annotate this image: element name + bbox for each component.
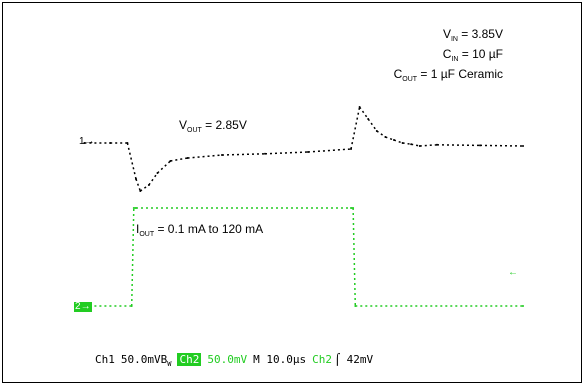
timebase: M 10.0µs <box>253 353 307 366</box>
ch1-trace-segment <box>402 142 412 145</box>
ch1-sample-point <box>221 154 223 156</box>
ch1-sample-point <box>401 142 404 144</box>
ch1-sample-point <box>83 142 86 144</box>
ch1-trace-segment <box>479 144 524 147</box>
ch1-sample-point <box>375 130 378 132</box>
ch1-trace-segment <box>126 142 137 180</box>
scope-status-bar: Ch1 50.0mVBW Ch2 50.0mV M 10.0µs Ch2 ⌠ 42mV <box>95 353 379 368</box>
ch1-trace-segment <box>170 157 188 162</box>
ch2-trace-group <box>83 207 524 307</box>
ch1-trace-segment <box>367 118 378 132</box>
ch2-sample-point <box>132 207 135 209</box>
ch2-sample-point <box>350 207 352 209</box>
ch1-trace-segment <box>139 184 150 192</box>
ch1-sample-point <box>139 190 142 192</box>
ch1-sample-point <box>307 151 309 153</box>
ch2-sample-point <box>354 305 357 307</box>
ch2-trace-segment <box>352 207 357 307</box>
ch1-trace-segment <box>156 160 171 174</box>
scope-display <box>83 106 524 307</box>
vin-label: VIN = 3.85V <box>442 27 503 43</box>
ch1-trace-segment <box>307 148 352 153</box>
ch1-label: Ch1 <box>95 353 115 366</box>
ch2-tag: Ch2 <box>177 353 202 366</box>
trigger-source: Ch2 <box>312 353 332 366</box>
ch1-ground-marker: 1→ <box>79 136 95 147</box>
ch1-trace-segment <box>411 143 420 147</box>
ch1-trace-segment <box>148 172 159 186</box>
vout-annotation: VOUT = 2.85V <box>179 118 247 134</box>
ch1-trace-segment <box>221 153 266 156</box>
ch1-sample-point <box>410 143 413 146</box>
ch1-trace-segment <box>385 136 395 141</box>
test-conditions: VIN = 3.85V CIN = 10 µF COUT = 1 µF Cera… <box>394 27 503 87</box>
ch1-trace-segment <box>350 106 361 150</box>
ch1-sample-point <box>367 118 370 120</box>
ch1-sample-point <box>358 106 361 108</box>
trigger-slope: ⌠ <box>333 353 341 366</box>
ch1-trace-segment <box>135 178 142 192</box>
iout-annotation: IOUT = 0.1 mA to 120 mA <box>136 222 264 238</box>
ch1-trace-segment <box>376 130 386 138</box>
ch1-sample-point <box>264 152 266 155</box>
ch1-sample-point <box>156 172 159 174</box>
ch1-sample-point <box>479 144 481 147</box>
ch1-sample-point <box>186 157 189 159</box>
ch1-trace-group <box>83 106 524 192</box>
ch1-sample-point <box>393 139 395 141</box>
ch2-sample-point <box>522 305 524 307</box>
ch1-sample-point <box>147 184 150 186</box>
ch2-scale: 50.0mV <box>207 353 248 366</box>
ch1-trace-segment <box>419 144 438 147</box>
ch1-scale: 50.0mV <box>120 353 161 366</box>
ch1-sample-point <box>350 148 352 150</box>
ch2-ground-marker: 2→ <box>74 301 92 312</box>
ch2-sample-point <box>135 207 137 209</box>
ch1-sample-point <box>436 143 438 146</box>
ch1-sample-point <box>522 145 524 147</box>
ch1-sample-point <box>126 142 129 144</box>
cout-label: COUT = 1 µF Ceramic <box>393 67 503 83</box>
ch1-trace-segment <box>187 154 223 159</box>
ch1-trace-segment <box>436 144 481 147</box>
ch1-sample-point <box>384 136 387 138</box>
trigger-level: 42mV <box>346 353 374 366</box>
cin-label: CIN = 10 µF <box>442 47 503 63</box>
ch1-trace-segment <box>264 151 309 155</box>
ch2-sample-point <box>130 305 133 307</box>
ch2-sample-point <box>352 207 355 209</box>
ch1-bandwidth: BW <box>160 353 172 369</box>
oscilloscope-frame: VIN = 3.85V CIN = 10 µF COUT = 1 µF Cera… <box>2 2 582 383</box>
ch1-sample-point <box>169 160 172 162</box>
ch1-sample-point <box>418 145 421 147</box>
trigger-level-arrow: ← <box>508 267 518 278</box>
ch1-trace-segment <box>358 106 369 120</box>
ch1-sample-point <box>109 142 112 144</box>
ch1-trace-segment <box>393 139 403 144</box>
ch2-trace-segment <box>130 207 135 307</box>
ch1-sample-point <box>135 178 137 180</box>
